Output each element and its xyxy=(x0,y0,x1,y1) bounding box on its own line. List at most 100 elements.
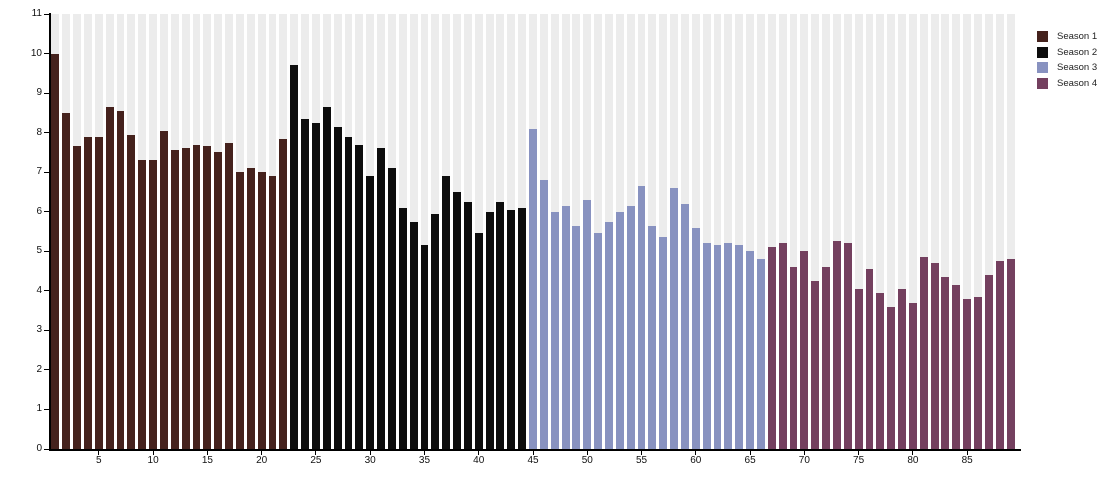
y-tick-label: 7 xyxy=(36,166,42,178)
bar-episode-43 xyxy=(507,209,516,449)
y-tick-label: 0 xyxy=(36,443,42,454)
background-stripe xyxy=(659,14,668,449)
background-stripe xyxy=(887,14,896,449)
background-stripe xyxy=(778,14,787,449)
bar-episode-77 xyxy=(876,292,885,449)
y-tick-label: 5 xyxy=(36,245,42,257)
bar-episode-54 xyxy=(626,205,635,449)
bar-episode-71 xyxy=(811,280,820,449)
background-stripe xyxy=(735,14,744,449)
x-tick-label: 10 xyxy=(147,455,159,466)
bar-episode-82 xyxy=(930,263,939,449)
x-tick-label: 70 xyxy=(798,455,810,466)
background-stripe xyxy=(898,14,906,449)
bar-episode-65 xyxy=(746,251,755,449)
bar-episode-1 xyxy=(51,53,60,449)
bar-episode-19 xyxy=(246,168,255,449)
bar-episode-38 xyxy=(453,191,461,449)
bar-episode-46 xyxy=(539,180,548,449)
bar-episode-37 xyxy=(442,176,451,449)
legend-swatch-icon xyxy=(1037,46,1048,58)
background-stripe xyxy=(995,14,1004,449)
bar-episode-81 xyxy=(919,257,928,449)
x-tick-label: 40 xyxy=(473,455,485,466)
y-tick-label: 9 xyxy=(36,87,42,99)
x-tick xyxy=(532,450,534,455)
bar-episode-53 xyxy=(615,211,624,449)
bar-episode-74 xyxy=(843,243,852,449)
bar-episode-86 xyxy=(974,296,982,449)
y-tick xyxy=(44,290,49,292)
bar-episode-62 xyxy=(713,245,722,449)
background-stripe xyxy=(941,14,950,449)
background-stripe xyxy=(420,14,429,449)
bar-episode-25 xyxy=(311,122,320,449)
bar-episode-14 xyxy=(192,144,201,449)
bar-episode-79 xyxy=(898,288,906,449)
y-tick xyxy=(44,329,49,331)
bar-episode-41 xyxy=(485,211,494,449)
y-tick xyxy=(44,132,49,134)
bar-episode-15 xyxy=(203,146,212,449)
background-stripe xyxy=(713,14,722,449)
bar-episode-64 xyxy=(735,245,744,449)
bar-episode-31 xyxy=(377,148,385,449)
bar-episode-7 xyxy=(116,110,125,449)
bar-episode-67 xyxy=(767,247,776,449)
bar-episode-16 xyxy=(214,152,223,449)
bar-episode-21 xyxy=(268,176,277,449)
bar-episode-8 xyxy=(127,134,136,449)
background-stripe xyxy=(746,14,755,449)
background-stripe xyxy=(843,14,852,449)
legend-swatch-icon xyxy=(1037,77,1048,89)
background-stripe xyxy=(984,14,993,449)
background-stripe xyxy=(865,14,874,449)
background-stripe xyxy=(1006,14,1015,449)
legend: Season 1 Season 2 Season 3 Season 4 xyxy=(1037,31,1097,93)
y-tick-label: 10 xyxy=(30,47,42,59)
bar-episode-39 xyxy=(463,201,472,449)
bar-episode-55 xyxy=(637,186,646,449)
x-tick-label: 65 xyxy=(744,455,756,466)
x-tick xyxy=(206,450,208,455)
bar-episode-36 xyxy=(431,213,440,449)
background-stripe xyxy=(767,14,776,449)
bar-episode-80 xyxy=(908,302,917,449)
bar-episode-23 xyxy=(290,65,299,449)
x-tick-label: 85 xyxy=(961,455,973,466)
bar-episode-20 xyxy=(257,172,266,449)
bar-episode-60 xyxy=(691,227,700,449)
legend-swatch-icon xyxy=(1037,31,1048,42)
background-stripe xyxy=(963,14,972,449)
bar-episode-51 xyxy=(594,233,603,449)
bar-episode-73 xyxy=(832,241,841,449)
bar-episode-61 xyxy=(702,243,711,449)
y-tick-label: 1 xyxy=(36,403,42,415)
x-tick xyxy=(369,450,371,455)
plot-area xyxy=(50,14,1016,449)
bar-episode-18 xyxy=(235,172,244,449)
background-stripe xyxy=(702,14,711,449)
background-stripe xyxy=(876,14,885,449)
background-stripe xyxy=(474,14,483,449)
background-stripe xyxy=(854,14,863,449)
x-tick-label: 25 xyxy=(310,455,322,466)
background-stripe xyxy=(594,14,603,449)
background-stripe xyxy=(952,14,961,449)
bar-episode-10 xyxy=(149,160,158,449)
background-stripe xyxy=(908,14,917,449)
x-tick-label: 60 xyxy=(690,455,702,466)
bar-episode-69 xyxy=(789,267,798,449)
x-axis-line xyxy=(49,449,1021,451)
x-tick-label: 75 xyxy=(853,455,865,466)
bar-episode-34 xyxy=(409,221,418,449)
x-tick xyxy=(695,450,697,455)
bar-episode-44 xyxy=(518,207,527,449)
x-tick xyxy=(858,450,860,455)
x-tick-label: 50 xyxy=(581,455,593,466)
y-tick-label: 2 xyxy=(36,363,42,375)
background-stripe xyxy=(756,14,765,449)
x-tick xyxy=(966,450,968,455)
x-tick xyxy=(98,450,100,455)
